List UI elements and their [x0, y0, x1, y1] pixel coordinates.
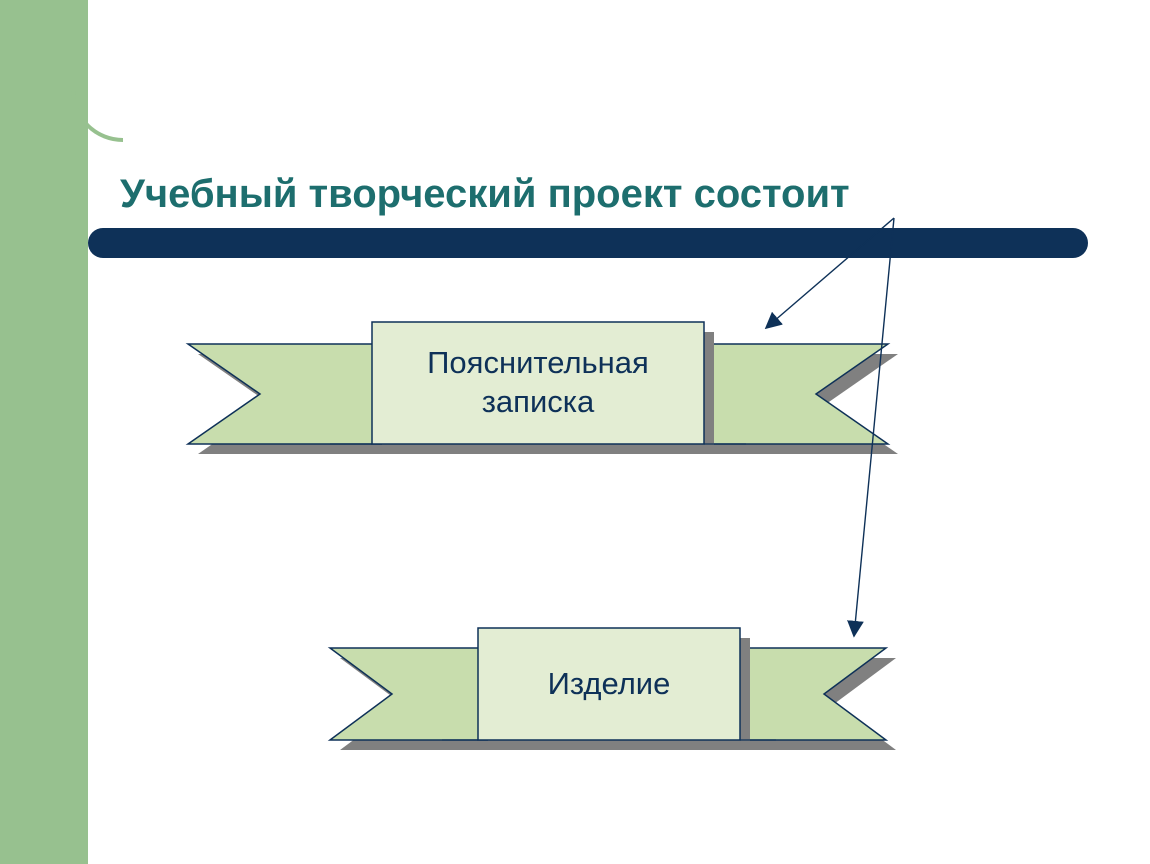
- banner-1-label: Пояснительная записка: [372, 322, 704, 444]
- slide-title: Учебный творческий проект состоит: [120, 172, 850, 217]
- sidebar-rect: [0, 0, 88, 864]
- title-underline-bar: [88, 228, 1088, 258]
- banner-2-label: Изделие: [478, 628, 740, 740]
